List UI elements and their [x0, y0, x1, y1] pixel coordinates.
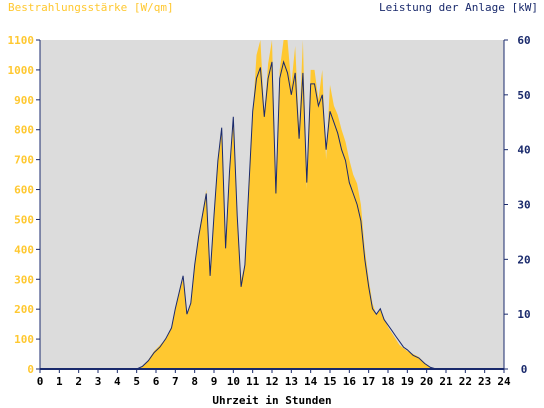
x-tick-label: 9 — [211, 375, 218, 388]
x-tick-label: 11 — [246, 375, 260, 388]
right-tick-label: 10 — [517, 308, 530, 321]
x-tick-label: 15 — [323, 375, 336, 388]
x-tick-label: 17 — [362, 375, 375, 388]
left-tick-label: 500 — [14, 213, 34, 226]
right-tick-label: 20 — [517, 253, 530, 266]
x-tick-label: 1 — [56, 375, 63, 388]
x-tick-label: 24 — [497, 375, 511, 388]
x-tick-label: 18 — [381, 375, 394, 388]
x-tick-label: 7 — [172, 375, 179, 388]
x-tick-label: 2 — [75, 375, 82, 388]
left-tick-label: 1100 — [8, 34, 35, 47]
x-tick-label: 16 — [343, 375, 357, 388]
left-tick-label: 700 — [14, 154, 34, 167]
right-axis-ticks: 0 10 20 30 40 50 60 — [504, 34, 531, 376]
left-tick-label: 100 — [14, 333, 34, 346]
right-tick-label: 40 — [517, 144, 530, 157]
power-line-layer — [40, 60, 504, 370]
right-axis-title: Leistung der Anlage [kW] — [379, 1, 538, 14]
left-tick-label: 800 — [14, 124, 34, 137]
right-tick-label: 60 — [517, 34, 530, 47]
x-tick-label: 8 — [191, 375, 198, 388]
left-tick-label: 300 — [14, 273, 34, 286]
left-tick-label: 400 — [14, 243, 34, 256]
left-tick-label: 600 — [14, 184, 34, 197]
x-tick-label: 3 — [95, 375, 102, 388]
right-tick-label: 0 — [521, 363, 528, 376]
power-line — [40, 60, 504, 370]
x-tick-label: 14 — [304, 375, 318, 388]
x-tick-label: 4 — [114, 375, 121, 388]
x-tick-label: 19 — [401, 375, 414, 388]
left-tick-label: 0 — [27, 363, 34, 376]
x-tick-label: 10 — [227, 375, 240, 388]
right-tick-label: 50 — [517, 89, 530, 102]
x-tick-label: 23 — [478, 375, 491, 388]
x-tick-label: 6 — [153, 375, 160, 388]
x-axis-ticks: 0 1 2 3 4 5 6 7 8 9 10 11 12 13 14 15 16 17 18 19 20 21 22 23 24 — [37, 369, 511, 388]
left-tick-label: 1000 — [8, 64, 35, 77]
x-tick-label: 5 — [133, 375, 140, 388]
x-tick-label: 0 — [37, 375, 44, 388]
left-axis-ticks: 0 100 200 300 400 500 600 700 800 900 1000 1100 — [8, 34, 40, 376]
x-tick-label: 20 — [420, 375, 433, 388]
x-tick-label: 21 — [439, 375, 453, 388]
irradiance-area — [40, 40, 504, 369]
x-tick-label: 12 — [265, 375, 278, 388]
left-tick-label: 900 — [14, 94, 34, 107]
left-tick-label: 200 — [14, 303, 34, 316]
irradiance-area-layer — [40, 40, 504, 369]
left-axis-title: Bestrahlungsstärke [W/qm] — [8, 1, 174, 14]
x-tick-label: 22 — [459, 375, 472, 388]
x-tick-label: 13 — [285, 375, 298, 388]
right-tick-label: 30 — [517, 199, 530, 212]
x-axis-title: Uhrzeit in Stunden — [212, 394, 331, 407]
